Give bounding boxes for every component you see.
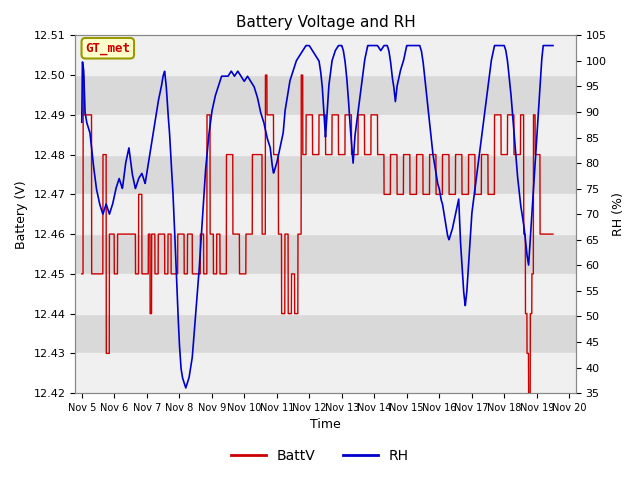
Legend: BattV, RH: BattV, RH — [225, 443, 415, 468]
Y-axis label: Battery (V): Battery (V) — [15, 180, 28, 249]
Bar — [76, 36, 576, 75]
Y-axis label: RH (%): RH (%) — [612, 192, 625, 236]
Bar — [76, 115, 576, 155]
Bar — [76, 353, 576, 393]
Bar — [76, 194, 576, 234]
Text: GT_met: GT_met — [85, 42, 131, 55]
Bar — [76, 274, 576, 313]
X-axis label: Time: Time — [310, 419, 341, 432]
Title: Battery Voltage and RH: Battery Voltage and RH — [236, 15, 415, 30]
